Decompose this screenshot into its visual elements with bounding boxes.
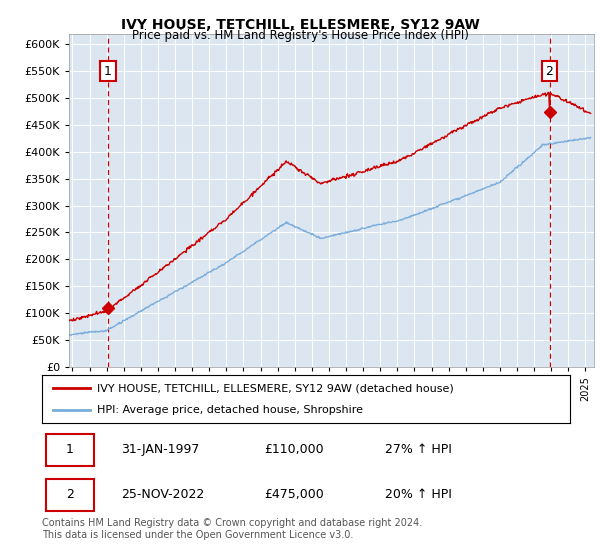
Text: 20% ↑ HPI: 20% ↑ HPI [385,488,452,501]
Text: 2: 2 [545,65,553,78]
Text: 25-NOV-2022: 25-NOV-2022 [121,488,205,501]
Text: Contains HM Land Registry data © Crown copyright and database right 2024.
This d: Contains HM Land Registry data © Crown c… [42,518,422,540]
Text: HPI: Average price, detached house, Shropshire: HPI: Average price, detached house, Shro… [97,405,364,415]
Text: 27% ↑ HPI: 27% ↑ HPI [385,444,452,456]
Text: 2: 2 [66,488,74,501]
FancyBboxPatch shape [46,479,94,511]
FancyBboxPatch shape [46,434,94,466]
Text: £475,000: £475,000 [264,488,323,501]
Text: 1: 1 [104,65,112,78]
Text: IVY HOUSE, TETCHILL, ELLESMERE, SY12 9AW (detached house): IVY HOUSE, TETCHILL, ELLESMERE, SY12 9AW… [97,383,454,393]
Text: Price paid vs. HM Land Registry's House Price Index (HPI): Price paid vs. HM Land Registry's House … [131,29,469,42]
Text: 31-JAN-1997: 31-JAN-1997 [121,444,200,456]
Text: £110,000: £110,000 [264,444,323,456]
Text: 1: 1 [66,444,74,456]
Text: IVY HOUSE, TETCHILL, ELLESMERE, SY12 9AW: IVY HOUSE, TETCHILL, ELLESMERE, SY12 9AW [121,18,479,32]
